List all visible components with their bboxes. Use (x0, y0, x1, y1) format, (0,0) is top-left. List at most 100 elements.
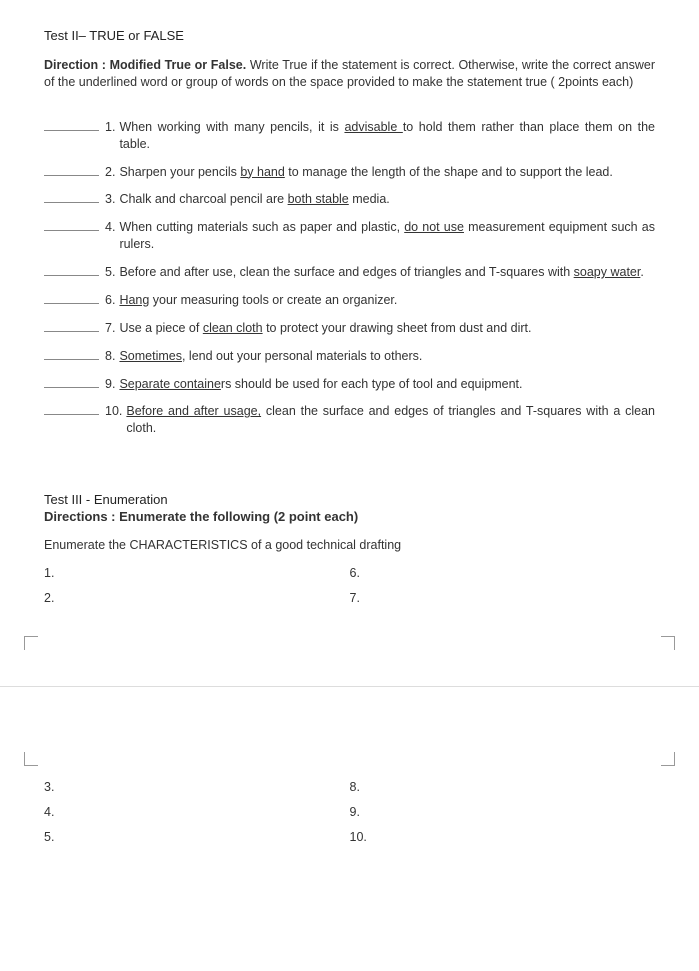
question-text: Before and after use, clean the surface … (119, 264, 655, 281)
answer-blank[interactable] (44, 320, 99, 332)
question-underlined: soapy water (574, 265, 641, 279)
question-underlined: Sometimes, (119, 349, 185, 363)
question-text-wrap: 9. Separate containers should be used fo… (105, 376, 655, 393)
question-post: your measuring tools or create an organi… (149, 293, 397, 307)
question-text-wrap: 6. Hang your measuring tools or create a… (105, 292, 655, 309)
enum-item: 1. (44, 566, 350, 580)
question-text-wrap: 5. Before and after use, clean the surfa… (105, 264, 655, 281)
enum-col-left: 3. 4. 5. (44, 780, 350, 855)
question-pre: When cutting materials such as paper and… (119, 220, 404, 234)
test2-direction: Direction : Modified True or False. Writ… (44, 57, 655, 91)
question-text: Sharpen your pencils by hand to manage t… (119, 164, 655, 181)
question-underlined: clean cloth (203, 321, 263, 335)
enum-item: 4. (44, 805, 350, 819)
question-post: media. (349, 192, 390, 206)
question-text-wrap: 10. Before and after usage, clean the su… (105, 403, 655, 437)
crop-corner (661, 636, 675, 650)
page-gap (0, 686, 699, 746)
question-row: 2. Sharpen your pencils by hand to manag… (44, 164, 655, 181)
answer-blank[interactable] (44, 191, 99, 203)
question-number: 6. (105, 292, 115, 309)
question-number: 3. (105, 191, 115, 208)
enum-item: 8. (350, 780, 656, 794)
test3-directions: Directions : Enumerate the following (2 … (44, 509, 655, 524)
question-pre: Sharpen your pencils (119, 165, 240, 179)
answer-blank[interactable] (44, 164, 99, 176)
answer-blank[interactable] (44, 119, 99, 131)
question-number: 1. (105, 119, 115, 153)
crop-marks-bottom-page1 (24, 636, 675, 656)
question-row: 7. Use a piece of clean cloth to protect… (44, 320, 655, 337)
question-number: 5. (105, 264, 115, 281)
enum-item: 6. (350, 566, 656, 580)
enum-grid-top: 1. 2. 6. 7. (44, 566, 655, 616)
question-text-wrap: 3. Chalk and charcoal pencil are both st… (105, 191, 655, 208)
test3-prompt: Enumerate the CHARACTERISTICS of a good … (44, 538, 655, 552)
test3-title: Test III - Enumeration (44, 492, 655, 507)
test2-questions: 1. When working with many pencils, it is… (44, 119, 655, 437)
question-text: When working with many pencils, it is ad… (119, 119, 655, 153)
enum-item: 3. (44, 780, 350, 794)
question-post: to protect your drawing sheet from dust … (263, 321, 532, 335)
question-text-wrap: 2. Sharpen your pencils by hand to manag… (105, 164, 655, 181)
question-underlined: Separate containe (119, 377, 220, 391)
question-row: 4. When cutting materials such as paper … (44, 219, 655, 253)
question-text: Separate containers should be used for e… (119, 376, 655, 393)
question-number: 9. (105, 376, 115, 393)
enum-col-right: 8.9.10. (350, 780, 656, 855)
question-text: Use a piece of clean cloth to protect yo… (119, 320, 655, 337)
question-text: Chalk and charcoal pencil are both stabl… (119, 191, 655, 208)
question-text-wrap: 4. When cutting materials such as paper … (105, 219, 655, 253)
question-row: 6. Hang your measuring tools or create a… (44, 292, 655, 309)
answer-blank[interactable] (44, 376, 99, 388)
question-row: 8. Sometimes, lend out your personal mat… (44, 348, 655, 365)
question-text: Sometimes, lend out your personal materi… (119, 348, 655, 365)
question-row: 10. Before and after usage, clean the su… (44, 403, 655, 437)
question-text: Before and after usage, clean the surfac… (126, 403, 655, 437)
question-number: 4. (105, 219, 115, 253)
crop-corner (24, 636, 38, 650)
question-row: 1. When working with many pencils, it is… (44, 119, 655, 153)
question-text-wrap: 8. Sometimes, lend out your personal mat… (105, 348, 655, 365)
answer-blank[interactable] (44, 403, 99, 415)
test2-title: Test II– TRUE or FALSE (44, 28, 655, 43)
question-row: 3. Chalk and charcoal pencil are both st… (44, 191, 655, 208)
question-number: 10. (105, 403, 122, 437)
question-post: . (640, 265, 643, 279)
crop-marks-top-page2 (24, 746, 675, 766)
question-number: 8. (105, 348, 115, 365)
enum-item: 7. (350, 591, 656, 605)
question-text-wrap: 1. When working with many pencils, it is… (105, 119, 655, 153)
answer-blank[interactable] (44, 264, 99, 276)
question-row: 9. Separate containers should be used fo… (44, 376, 655, 393)
question-pre: Use a piece of (119, 321, 202, 335)
question-text: Hang your measuring tools or create an o… (119, 292, 655, 309)
test3-section: Test III - Enumeration Directions : Enum… (44, 492, 655, 616)
question-pre: Chalk and charcoal pencil are (119, 192, 287, 206)
page-1: Test II– TRUE or FALSE Direction : Modif… (0, 0, 699, 636)
question-underlined: both stable (288, 192, 349, 206)
enum-col-left: 1. 2. (44, 566, 350, 616)
crop-corner (24, 752, 38, 766)
question-text-wrap: 7. Use a piece of clean cloth to protect… (105, 320, 655, 337)
answer-blank[interactable] (44, 348, 99, 360)
question-post: rs should be used for each type of tool … (221, 377, 523, 391)
question-underlined: by hand (240, 165, 284, 179)
question-pre: Before and after use, clean the surface … (119, 265, 573, 279)
question-post: to manage the length of the shape and to… (285, 165, 613, 179)
enum-col-right: 6. 7. (350, 566, 656, 616)
page-2: 3. 4. 5. 8.9.10. (0, 766, 699, 895)
enum-item: 5. (44, 830, 350, 844)
enum-grid-bottom: 3. 4. 5. 8.9.10. (44, 780, 655, 855)
answer-blank[interactable] (44, 219, 99, 231)
question-underlined: advisable (344, 120, 402, 134)
question-underlined: do not use (404, 220, 464, 234)
question-number: 2. (105, 164, 115, 181)
question-row: 5. Before and after use, clean the surfa… (44, 264, 655, 281)
crop-corner (661, 752, 675, 766)
answer-blank[interactable] (44, 292, 99, 304)
enum-item: 10. (350, 830, 656, 844)
question-pre: When working with many pencils, it is (119, 120, 344, 134)
question-underlined: Before and after usage, (126, 404, 261, 418)
enum-item: 2. (44, 591, 350, 605)
